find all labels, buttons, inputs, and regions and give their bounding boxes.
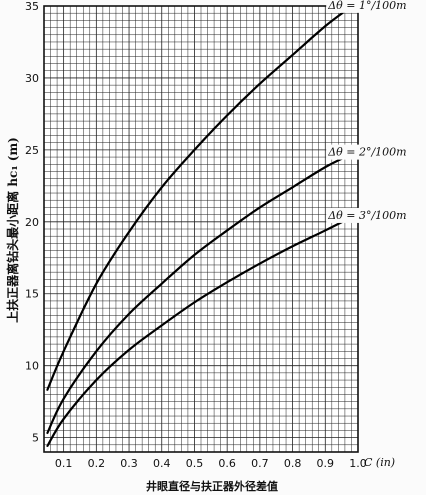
x-tick-label: 0.9 xyxy=(317,457,335,470)
x-tick-labels: 0.1 0.2 0.3 0.4 0.5 0.6 0.7 0.8 0.9 1.0 xyxy=(55,457,367,470)
data-point xyxy=(95,282,98,285)
data-point xyxy=(226,281,228,284)
data-point xyxy=(259,262,261,265)
data-point xyxy=(46,432,49,435)
data-point xyxy=(324,229,327,232)
data-point xyxy=(128,349,130,351)
y-tick-labels: 5 10 15 20 25 30 35 xyxy=(25,0,39,445)
curve-label-2: Δθ = 2°/100m xyxy=(327,146,406,159)
data-point xyxy=(160,282,163,285)
x-tick-label: 0.7 xyxy=(251,457,269,470)
curve-label-bg xyxy=(326,207,413,223)
x-tick-label: 0.8 xyxy=(284,457,302,470)
x-tick-label: 0.5 xyxy=(186,457,204,470)
data-point xyxy=(128,313,130,315)
data-point xyxy=(62,397,65,400)
data-point xyxy=(291,186,294,189)
y-tick-label: 25 xyxy=(25,144,39,157)
data-point xyxy=(193,254,196,256)
x-tick-label: 0.3 xyxy=(120,457,138,470)
y-tick-label: 15 xyxy=(25,288,39,301)
data-point xyxy=(95,350,98,353)
x-tick-label: 0.4 xyxy=(153,457,171,470)
curve-labels: Δθ = 1°/100m Δθ = 2°/100m Δθ = 3°/100m xyxy=(326,0,413,223)
x-unit-label: C (in) xyxy=(364,456,395,469)
curve-label-bg xyxy=(326,0,413,13)
chart-grid xyxy=(43,5,359,453)
y-axis-label: 上扶正器离钻头最小距离 hc₁ (m) xyxy=(5,137,20,323)
data-point xyxy=(226,229,228,232)
y-tick-label: 30 xyxy=(25,72,39,85)
data-point xyxy=(62,350,65,353)
data-point xyxy=(193,301,196,304)
chart-curves xyxy=(46,7,349,448)
data-point xyxy=(226,114,228,117)
data-point xyxy=(46,445,49,448)
data-point xyxy=(95,379,98,381)
data-point xyxy=(62,418,65,420)
data-point xyxy=(193,149,196,151)
curve-label-3: Δθ = 3°/100m xyxy=(327,209,406,222)
x-tick-label: 0.1 xyxy=(55,457,73,470)
y-tick-label: 35 xyxy=(25,0,39,13)
x-tick-label: 1.0 xyxy=(349,457,367,470)
data-point xyxy=(259,206,261,209)
data-point xyxy=(291,245,294,248)
plot-frame xyxy=(43,5,359,453)
data-point xyxy=(324,166,327,168)
curve-label-1: Δθ = 1°/100m xyxy=(327,0,406,12)
data-point xyxy=(46,389,49,391)
data-point xyxy=(128,231,130,233)
data-point xyxy=(160,186,163,189)
curve-label-bg xyxy=(326,144,413,160)
data-point xyxy=(291,54,294,56)
y-tick-label: 5 xyxy=(32,432,39,445)
y-tick-label: 10 xyxy=(25,360,39,373)
data-point xyxy=(160,324,163,327)
y-tick-label: 20 xyxy=(25,216,39,229)
data-point xyxy=(324,25,327,27)
x-tick-label: 0.2 xyxy=(88,457,106,470)
data-point xyxy=(259,82,261,85)
x-tick-label: 0.6 xyxy=(218,457,236,470)
x-axis-label: 井眼直径与扶正器外径差值 xyxy=(146,479,278,493)
